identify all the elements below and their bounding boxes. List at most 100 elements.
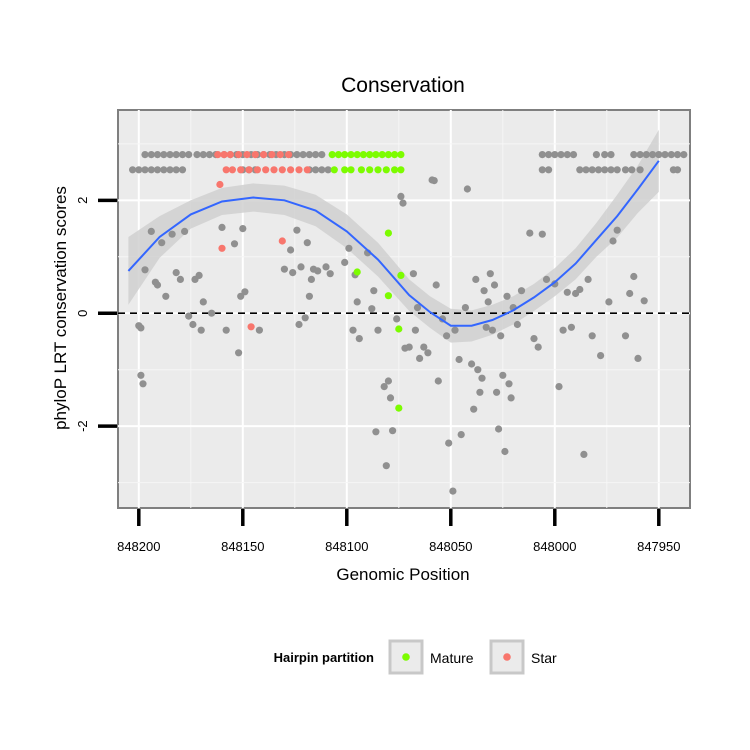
data-point-other [393, 315, 401, 323]
data-point-mature [372, 151, 380, 159]
data-point-other [432, 281, 440, 289]
data-point-other [680, 151, 688, 159]
data-point-other [434, 377, 442, 385]
data-point-other [538, 230, 546, 238]
data-point-other [318, 151, 326, 159]
legend-dot-star [503, 653, 511, 661]
data-point-star [287, 166, 295, 174]
data-point-other [640, 297, 648, 305]
data-point-other [538, 151, 546, 159]
data-point-other [237, 292, 245, 300]
data-point-star [214, 151, 222, 159]
data-point-other [542, 275, 551, 283]
data-point-other [409, 270, 417, 278]
data-point-other [626, 289, 634, 298]
data-point-other [461, 304, 469, 312]
data-point-other [486, 270, 494, 278]
data-point-other [178, 166, 187, 174]
data-point-other [478, 374, 486, 382]
x-tick-label: 847950 [637, 539, 680, 554]
data-point-other [605, 298, 613, 306]
data-point-other [430, 177, 438, 185]
chart-title: Conservation [341, 74, 465, 97]
data-point-mature [374, 166, 382, 174]
data-point-other [384, 377, 392, 385]
data-point-other [416, 354, 424, 362]
data-point-other [555, 383, 563, 391]
data-point-other [667, 151, 675, 159]
data-point-mature [378, 151, 386, 159]
data-point-other [545, 151, 553, 159]
y-tick-label: -2 [75, 420, 90, 432]
data-point-other [534, 343, 542, 351]
data-point-other [386, 394, 395, 402]
data-point-other [493, 388, 501, 396]
data-point-other [172, 269, 180, 277]
data-point-other [353, 298, 361, 306]
data-point-mature [384, 229, 392, 237]
data-point-other [576, 166, 584, 174]
data-point-other [297, 263, 305, 271]
data-point-other [463, 185, 471, 193]
y-tick-label: 0 [75, 310, 90, 317]
x-tick-label: 848100 [325, 539, 368, 554]
data-point-other [303, 239, 311, 247]
data-point-mature [382, 166, 390, 174]
confidence-band [128, 129, 659, 343]
data-point-other [634, 354, 642, 362]
data-point-other [208, 309, 216, 317]
data-point-other [239, 225, 247, 233]
data-point-other [137, 324, 145, 332]
data-point-other [355, 335, 363, 343]
data-point-other [299, 151, 307, 159]
data-point-other [597, 352, 605, 360]
data-point-other [445, 439, 453, 447]
legend-label-mature: Mature [430, 650, 474, 666]
data-point-other [197, 326, 205, 334]
x-tick-label: 848000 [533, 539, 576, 554]
data-point-other [505, 380, 513, 388]
data-point-other [166, 151, 174, 159]
data-point-other [470, 405, 478, 413]
plot-panel [117, 109, 691, 509]
data-point-other [488, 326, 496, 334]
data-point-other [601, 166, 609, 174]
data-point-other [166, 166, 174, 174]
x-axis: 848200 848150 848100 848050 848000 847950 [117, 509, 680, 554]
data-point-other [147, 151, 155, 159]
x-tick-label: 848150 [221, 539, 264, 554]
data-point-other [189, 320, 197, 329]
data-point-other [607, 166, 615, 174]
smooth-confidence-band [128, 129, 659, 343]
data-point-other [172, 151, 180, 159]
data-point-other [490, 281, 499, 289]
data-point-other [655, 151, 663, 159]
data-point-mature [334, 151, 343, 159]
data-point-other [153, 151, 162, 159]
data-point-other [551, 151, 559, 159]
data-point-star [218, 244, 226, 252]
data-point-other [538, 166, 546, 174]
data-point-star [303, 166, 311, 174]
legend-label-star: Star [531, 650, 557, 666]
data-point-other [563, 151, 571, 159]
data-point-other [661, 151, 669, 159]
data-point-other [576, 285, 584, 294]
data-point-other [129, 166, 137, 174]
y-axis-title: phyloP LRT conservation scores [51, 186, 70, 430]
loess-line [127, 160, 660, 327]
data-point-star [270, 166, 278, 174]
data-point-other [405, 343, 413, 351]
data-point-other [135, 166, 143, 174]
data-point-star [228, 166, 236, 174]
data-point-other [399, 199, 407, 207]
data-point-other [230, 240, 239, 248]
data-point-other [545, 166, 553, 174]
x-axis-title: Genomic Position [336, 565, 469, 584]
data-point-other [551, 280, 559, 288]
data-point-other [507, 394, 515, 402]
data-point-other [582, 166, 590, 174]
data-point-mature [359, 151, 367, 159]
data-point-other [147, 227, 155, 235]
data-point-star [216, 180, 224, 189]
